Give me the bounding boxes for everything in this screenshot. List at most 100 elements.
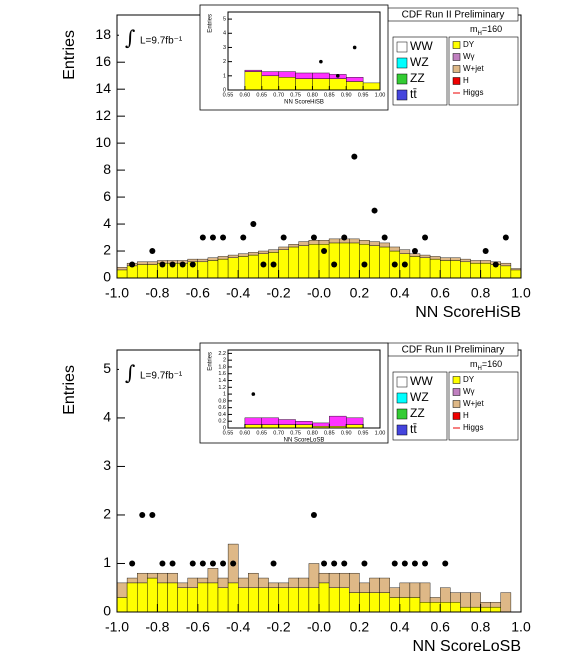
y-tick-label: 0	[223, 87, 226, 93]
histogram-bin	[349, 572, 360, 593]
histogram-bin	[298, 241, 310, 246]
inset-box	[199, 4, 389, 111]
x-tick-label: 0.65	[256, 92, 267, 98]
data-point	[169, 560, 176, 567]
histogram-bin	[244, 417, 262, 425]
legend-label: DY	[463, 375, 475, 384]
histogram-bin	[295, 424, 313, 429]
x-tick-label: 0.2	[350, 619, 370, 635]
histogram-bin	[490, 602, 502, 608]
histogram-bin	[460, 261, 471, 279]
histogram-bin	[419, 257, 431, 279]
x-tick-label: 0.6	[430, 285, 450, 301]
x-tick-label: 0.8	[471, 285, 491, 301]
histogram-bin	[349, 592, 360, 613]
histogram-bin	[244, 69, 262, 72]
legend-label: WZ	[410, 55, 429, 69]
x-axis-title: NN ScoreHiSB	[284, 100, 324, 106]
histogram-bin	[480, 606, 491, 613]
histogram-bin	[237, 256, 249, 279]
histogram-bin	[379, 242, 390, 248]
lumi-box	[119, 22, 195, 55]
histogram-bin	[369, 592, 380, 613]
data-point	[310, 234, 317, 241]
legend-label: WW	[410, 39, 433, 53]
histogram-bin	[308, 563, 320, 588]
x-tick-label: 0.6	[430, 619, 450, 635]
histogram-bin	[136, 261, 148, 265]
x-tick-label: 1.0	[511, 619, 531, 635]
histogram-bin	[278, 587, 289, 613]
x-tick-label: -0.6	[186, 285, 210, 301]
histogram-bin	[278, 246, 289, 250]
histogram-bin	[217, 256, 229, 260]
y-tick-label: 8	[103, 161, 111, 177]
histogram-bin	[217, 258, 229, 279]
data-point	[381, 234, 388, 241]
mass-label-part: m	[470, 359, 478, 369]
legend-swatch	[452, 77, 461, 85]
histogram-bin	[308, 587, 320, 613]
legend-label: WZ	[410, 390, 429, 404]
histogram-bin	[470, 606, 481, 613]
x-tick-label: 0.85	[324, 92, 335, 98]
legend-swatch	[452, 53, 461, 61]
y-axis-title: Entries	[208, 14, 214, 33]
data-point	[411, 560, 418, 567]
histogram-bin	[278, 424, 296, 429]
x-tick-label: -1.0	[105, 619, 129, 635]
histogram-bin	[244, 71, 262, 91]
data-point	[159, 560, 166, 567]
histogram-bin	[329, 78, 347, 91]
histogram-bin	[369, 241, 380, 246]
data-point	[129, 261, 136, 268]
histogram-bin	[419, 602, 431, 613]
x-tick-label: -0.0	[307, 285, 331, 301]
histogram-bin	[440, 587, 451, 603]
histogram-bin	[460, 606, 471, 613]
histogram-bin	[187, 258, 198, 263]
data-point	[220, 234, 227, 241]
data-point	[270, 560, 277, 567]
histogram-bin	[359, 592, 370, 613]
lumi-box	[119, 357, 195, 390]
x-tick-label: 1.0	[511, 285, 531, 301]
histogram-bin	[450, 257, 461, 261]
mass-label-part: =160	[482, 359, 502, 369]
data-point	[411, 248, 418, 255]
y-tick-label: 1	[223, 392, 226, 398]
histogram-bin	[298, 587, 310, 613]
data-point	[129, 560, 136, 567]
data-point	[199, 560, 206, 567]
y-tick-label: 2	[223, 59, 226, 65]
legend-swatch	[396, 424, 408, 436]
y-tick-label: 6	[103, 188, 111, 204]
y-tick-label: 16	[95, 53, 111, 69]
histogram-bin	[346, 81, 364, 91]
mass-label: mH=160	[470, 359, 502, 371]
mass-label-part: =160	[482, 24, 502, 34]
y-tick-label: 3	[103, 457, 111, 473]
data-point	[149, 248, 156, 255]
histogram-bin	[440, 257, 451, 261]
x-axis-title: NN ScoreLoSB	[284, 438, 325, 444]
legend-label: ZZ	[410, 71, 425, 85]
histogram-bin	[440, 602, 451, 613]
histogram-bin	[339, 572, 350, 588]
data-point	[361, 560, 368, 567]
histogram-bin	[510, 269, 522, 279]
legend-swatch	[396, 392, 408, 404]
histogram-bin	[116, 597, 128, 613]
histogram-bin	[328, 242, 340, 279]
data-point	[189, 261, 196, 268]
x-tick-label: 0.8	[471, 619, 491, 635]
histogram-bin	[197, 258, 209, 263]
histogram-bin	[116, 269, 128, 279]
histogram-bin	[268, 587, 279, 613]
legend-label: WW	[410, 374, 433, 388]
lumi-label: L=9.7fb⁻¹	[140, 36, 183, 47]
histogram-bin	[217, 587, 229, 613]
data-point	[310, 511, 317, 518]
x-tick-label: 0.60	[240, 92, 251, 98]
histogram-bin	[258, 587, 269, 613]
